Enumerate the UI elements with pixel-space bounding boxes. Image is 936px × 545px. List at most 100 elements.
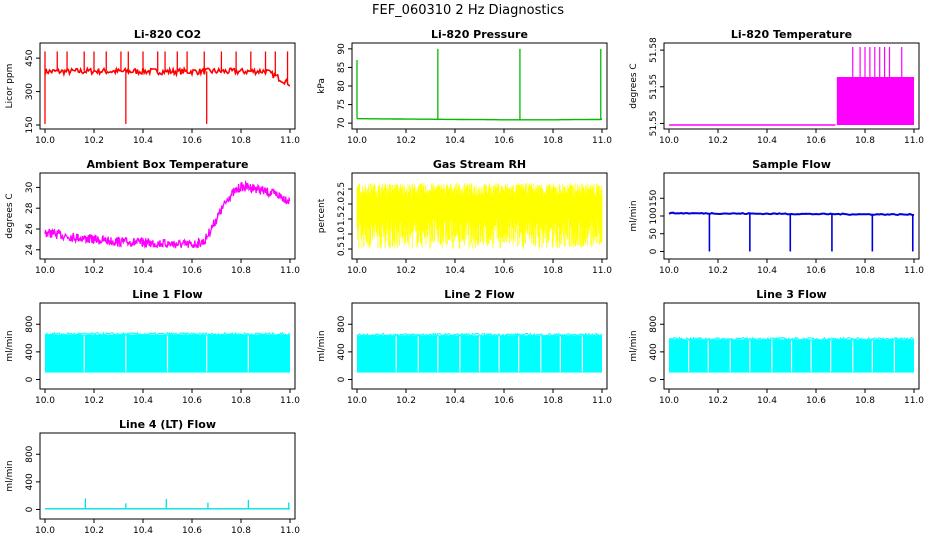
x-tick-label: 10.8 [855,266,875,276]
x-tick-label: 10.8 [855,136,875,146]
x-tick-label: 10.4 [133,396,153,406]
series-line [357,118,603,121]
x-tick-label: 10.0 [347,266,367,276]
x-tick-label: 11.0 [280,266,300,276]
y-tick-label: 400 [25,343,35,360]
y-tick-label: 2.5 [337,182,347,196]
y-tick-label: 0 [337,376,347,382]
x-tick-label: 10.0 [35,266,55,276]
x-tick-label: 10.8 [231,396,251,406]
y-tick-label: 400 [25,473,35,490]
x-tick-label: 10.6 [494,266,514,276]
chart-panel: Line 2 Flow ml/min 10.0 10.2 10.4 10.6 10.8 11.… [317,288,612,406]
x-tick-label: 10.2 [708,396,728,406]
plot-frame [663,172,920,260]
data-layer [44,51,291,124]
plot-frame [663,42,920,130]
series-line [668,211,915,217]
y-axis-label: kPa [317,78,327,94]
y-tick-label: 26 [25,223,35,235]
series-line [668,336,915,342]
chart-title: Li-820 CO2 [134,28,201,41]
x-tick-label: 10.4 [445,396,465,406]
y-tick-label: 50 [649,228,659,240]
x-tick-label: 10.4 [133,526,153,536]
x-tick-label: 10.4 [133,266,153,276]
x-tick-label: 10.8 [543,136,563,146]
y-axis-label: percent [317,198,327,233]
chart-title: Line 1 Flow [132,288,202,301]
series-line [356,332,603,338]
x-tick-label: 10.6 [494,136,514,146]
y-tick-label: 80 [337,80,347,92]
x-tick-label: 10.4 [445,266,465,276]
x-tick-label: 10.6 [806,396,826,406]
x-tick-label: 10.2 [396,266,416,276]
chart-panel: Li-820 Pressure kPa 10.0 10.2 10.4 10.6 10.8 11… [317,28,612,146]
series-line [44,66,291,87]
x-tick-label: 10.4 [757,266,777,276]
x-tick-label: 10.8 [231,266,251,276]
y-tick-label: 28 [25,202,35,214]
x-tick-label: 11.0 [592,396,612,406]
y-tick-label: 400 [337,343,347,360]
plot-frame [39,172,296,260]
series-line [44,179,291,249]
x-tick-label: 10.6 [182,526,202,536]
x-tick-label: 10.0 [35,396,55,406]
x-tick-label: 10.2 [708,266,728,276]
chart-panel: Gas Stream RH percent 10.0 10.2 10.4 10.6 10.8… [317,158,612,276]
y-tick-label: 800 [25,445,35,462]
x-tick-label: 10.6 [806,136,826,146]
y-tick-label: 70 [337,117,347,129]
y-tick-label: 1.5 [337,212,347,226]
chart-title: Ambient Box Temperature [87,158,249,171]
x-tick-label: 10.0 [659,396,679,406]
series-line [356,183,603,249]
x-tick-label: 11.0 [280,396,300,406]
x-tick-label: 10.6 [182,266,202,276]
y-tick-label: 100 [649,207,659,224]
x-tick-label: 11.0 [280,526,300,536]
y-tick-label: 0 [649,376,659,382]
y-tick-label: 800 [337,315,347,332]
data-layer [668,336,915,373]
x-tick-label: 11.0 [592,266,612,276]
x-tick-label: 10.0 [347,396,367,406]
series-line [44,331,291,337]
chart-panel: Line 1 Flow ml/min 10.0 10.2 10.4 10.6 10.8 11.… [5,288,300,406]
y-tick-label: 90 [337,43,347,55]
data-layer [44,331,291,373]
x-tick-label: 10.4 [757,136,777,146]
data-layer [356,332,603,373]
x-tick-label: 10.2 [84,526,104,536]
y-tick-label: 150 [25,116,35,133]
x-tick-label: 10.2 [396,396,416,406]
y-axis-label: Licor ppm [5,64,15,109]
y-tick-label: 300 [25,83,35,100]
y-axis-label: degrees C [629,63,639,108]
x-tick-label: 11.0 [904,136,924,146]
x-tick-label: 10.0 [659,136,679,146]
plot-frame [351,172,608,260]
y-tick-label: 2.0 [337,197,347,212]
chart-title: Li-820 Pressure [431,28,528,41]
data-layer [356,183,603,249]
page-title: FEF_060310 2 Hz Diagnostics [372,3,564,18]
data-layer [44,179,291,249]
chart-title: Li-820 Temperature [731,28,852,41]
y-tick-label: 150 [649,189,659,206]
chart-panel: Li-820 Temperature degrees C 10.0 10.2 10.4 1… [629,28,924,146]
x-tick-label: 10.8 [855,396,875,406]
y-tick-label: 1.0 [337,227,347,242]
chart-panel: Line 4 (LT) Flow ml/min 10.0 10.2 10.4 10.6 10… [5,418,300,536]
x-tick-label: 10.8 [543,396,563,406]
value-band [836,77,914,125]
y-axis-label: ml/min [629,200,639,231]
x-tick-label: 10.0 [35,526,55,536]
x-tick-label: 10.4 [757,396,777,406]
x-tick-label: 10.8 [231,526,251,536]
x-tick-label: 11.0 [904,396,924,406]
x-tick-label: 10.0 [35,136,55,146]
plot-frame [39,302,296,390]
